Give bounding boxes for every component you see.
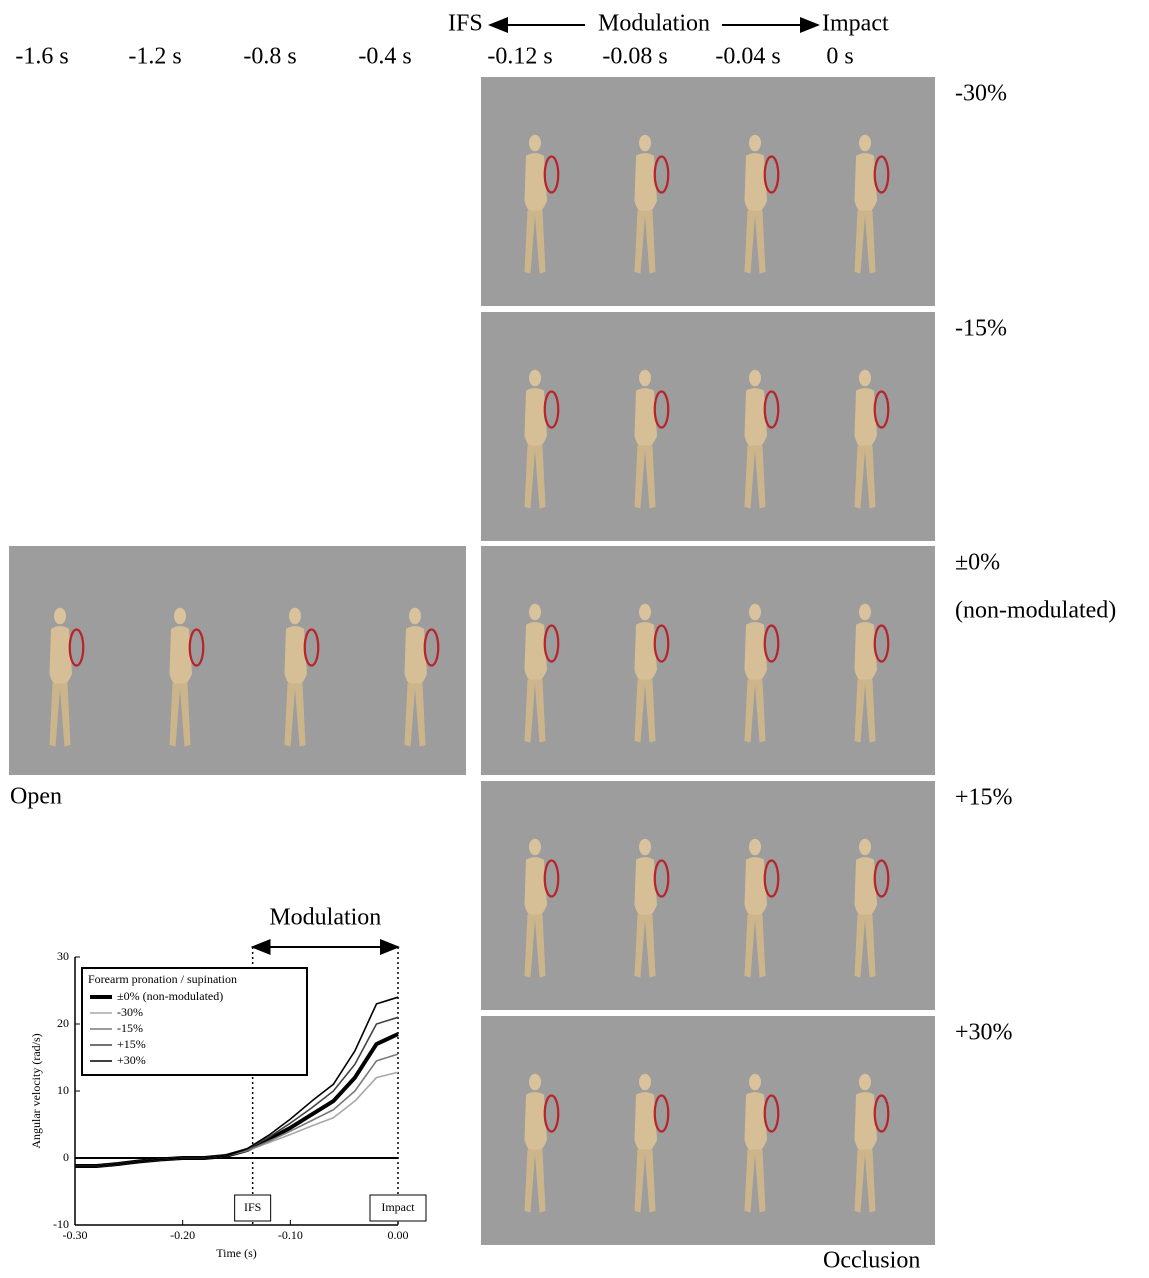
x-tick-label: 0.00 [388, 1228, 409, 1242]
y-axis-label: Angular velocity (rad/s) [29, 1033, 43, 1148]
legend-label: +15% [117, 1037, 146, 1051]
impact-label: Impact [822, 11, 889, 37]
event-label: Impact [381, 1200, 415, 1214]
x-tick-label: -0.10 [278, 1228, 303, 1242]
modulation-label: Modulation [269, 905, 381, 931]
time-label: -0.4 s [358, 44, 411, 70]
figure: IFS Modulation Impact (non-modulated) Op… [0, 0, 1149, 1278]
row-label: ±0% [955, 550, 1000, 576]
legend-title: Forearm pronation / supination [88, 972, 237, 986]
modulation-label: Modulation [598, 11, 710, 37]
row-label: -30% [955, 81, 1007, 107]
x-tick-label: -0.20 [170, 1228, 195, 1242]
time-label: 0 s [826, 44, 853, 70]
x-axis-label: Time (s) [216, 1246, 257, 1260]
legend-label: -15% [117, 1021, 143, 1035]
open-label: Open [10, 784, 62, 810]
y-tick-label: 30 [57, 949, 69, 963]
time-label: -0.08 s [602, 44, 667, 70]
x-tick-label: -0.30 [63, 1228, 88, 1242]
legend-label: +30% [117, 1053, 146, 1067]
ifs-label: IFS [448, 11, 483, 37]
time-label: -0.12 s [487, 44, 552, 70]
legend-label: ±0% (non-modulated) [117, 989, 223, 1003]
non-modulated-label: (non-modulated) [955, 598, 1116, 624]
time-label: -1.6 s [15, 44, 68, 70]
legend-label: -30% [117, 1005, 143, 1019]
event-label: IFS [244, 1200, 261, 1214]
time-label: -0.04 s [715, 44, 780, 70]
row-label: +15% [955, 785, 1013, 811]
y-tick-label: 20 [57, 1016, 69, 1030]
y-tick-label: 0 [63, 1150, 69, 1164]
time-label: -0.8 s [243, 44, 296, 70]
y-tick-label: 10 [57, 1083, 69, 1097]
row-label: +30% [955, 1020, 1013, 1046]
occlusion-label: Occlusion [823, 1248, 920, 1274]
row-label: -15% [955, 316, 1007, 342]
time-label: -1.2 s [128, 44, 181, 70]
frame-panel [9, 546, 466, 775]
